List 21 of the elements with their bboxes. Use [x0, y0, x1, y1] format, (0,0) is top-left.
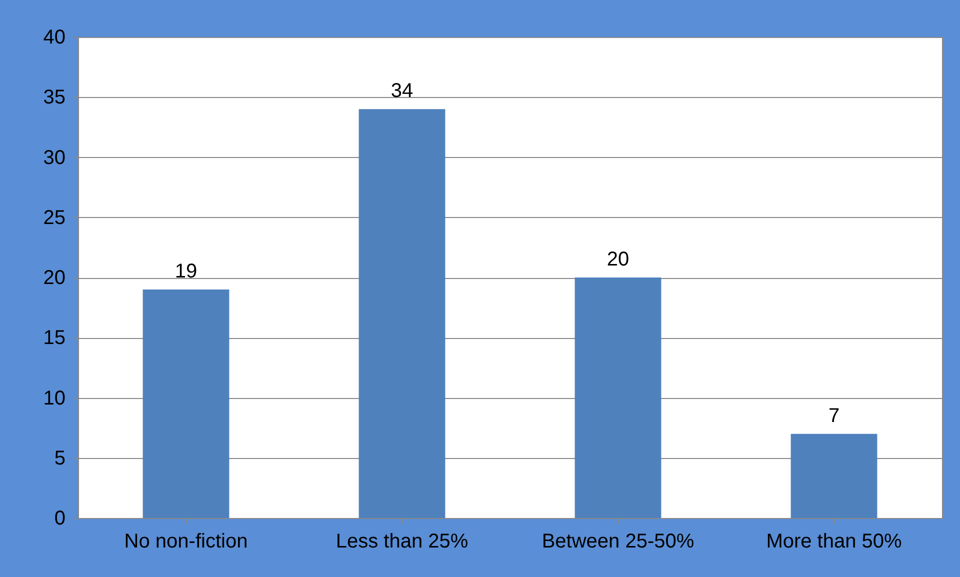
y-tick-label: 5	[54, 447, 66, 470]
x-tick-label: Less than 25%	[336, 530, 468, 552]
data-label: 7	[828, 404, 840, 427]
x-tick-label: More than 50%	[766, 530, 902, 552]
data-label: 34	[390, 80, 414, 102]
bar	[358, 109, 446, 518]
bar	[142, 290, 230, 518]
data-label: 20	[606, 248, 630, 270]
y-tick-label: 10	[43, 387, 66, 410]
x-tick-label: No non-fiction	[124, 530, 248, 552]
bar	[574, 278, 662, 518]
y-tick-label: 0	[54, 508, 66, 530]
x-tick-label: Between 25-50%	[542, 530, 694, 552]
y-tick-label: 30	[43, 146, 66, 169]
y-tick-label: 35	[43, 86, 66, 109]
y-tick-label: 40	[43, 26, 66, 48]
data-label: 19	[174, 260, 198, 283]
y-tick-label: 25	[43, 206, 66, 229]
bar	[790, 434, 878, 518]
y-tick-label: 15	[43, 327, 66, 350]
y-tick-label: 20	[43, 267, 66, 289]
